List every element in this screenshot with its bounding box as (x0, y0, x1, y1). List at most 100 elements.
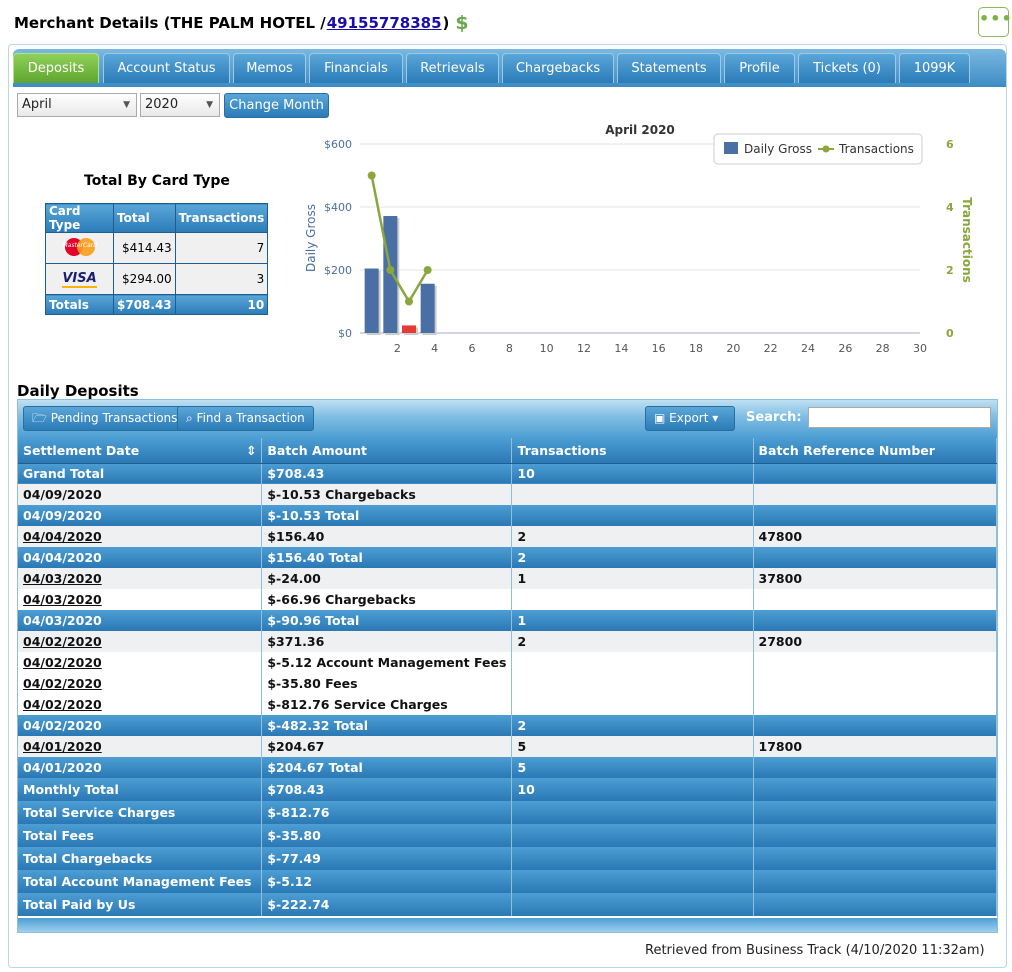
batch-ref-cell (753, 715, 998, 736)
settlement-date-cell[interactable]: 04/02/2020 (18, 631, 263, 652)
search-label: Search: (746, 410, 802, 425)
tab-1099k[interactable]: 1099K (899, 53, 970, 83)
table-row: VISA $294.00 3 (45, 263, 269, 295)
more-options-button[interactable]: ••• (978, 7, 1012, 37)
tab-financials[interactable]: Financials (309, 53, 403, 83)
batch-ref-cell (753, 893, 998, 916)
x-tick-label: 6 (469, 342, 476, 355)
transactions-cell (511, 694, 754, 715)
batch-amount-cell: $-5.12 Account Management Fees (261, 652, 513, 673)
sort-icon[interactable]: ⇕ (245, 442, 257, 458)
totals-label: Totals (45, 294, 114, 315)
y-tick-label: $400 (324, 201, 352, 214)
settlement-date-cell[interactable]: 04/04/2020 (18, 526, 263, 547)
page-title: Merchant Details (THE PALM HOTEL / 49155… (14, 12, 469, 34)
year-select[interactable]: 2020 ▼ (140, 93, 220, 117)
tab-chargebacks[interactable]: Chargebacks (502, 53, 614, 83)
transactions-line (370, 175, 429, 304)
settlement-date-cell[interactable]: 04/03/2020 (18, 589, 263, 610)
x-tick-label: 28 (876, 342, 890, 355)
settlement-date-cell: 04/09/2020 (18, 484, 263, 505)
batch-ref-cell (753, 610, 998, 631)
legend-daily-gross: Daily Gross (744, 142, 812, 156)
search-input[interactable] (808, 407, 991, 428)
table-row: Total Service Charges $-812.76 (18, 801, 998, 824)
tab-deposits[interactable]: Deposits (13, 53, 99, 83)
change-month-button[interactable]: Change Month (224, 93, 329, 118)
settlement-date-cell[interactable]: 04/02/2020 (18, 694, 263, 715)
settlement-date-cell[interactable]: 04/02/2020 (18, 673, 263, 694)
settlement-date-cell[interactable]: 04/02/2020 (18, 652, 263, 673)
batch-amount-cell: $-90.96 Total (261, 610, 513, 631)
retrieved-timestamp: Retrieved from Business Track (4/10/2020… (645, 943, 985, 958)
transactions-cell (511, 824, 754, 847)
col-batch-reference[interactable]: Batch Reference Number (753, 438, 998, 464)
table-row: 04/04/2020 $156.40 2 47800 (18, 526, 998, 547)
month-select[interactable]: April ▼ (17, 93, 137, 117)
merchant-id-link[interactable]: 49155778385 (326, 14, 442, 32)
search-icon: ⌕ (186, 411, 197, 425)
tab-tickets-0[interactable]: Tickets (0) (798, 53, 896, 83)
x-tick-label: 24 (801, 342, 815, 355)
transactions-cell: 2 (511, 526, 754, 547)
table-row: 04/01/2020 $204.67 Total 5 (18, 757, 998, 778)
table-row: 04/02/2020 $-5.12 Account Management Fees (18, 652, 998, 673)
tab-retrievals[interactable]: Retrievals (406, 53, 499, 83)
x-tick-label: 18 (689, 342, 703, 355)
chevron-down-icon: ▼ (123, 100, 130, 110)
settlement-date-cell: Monthly Total (18, 778, 263, 801)
find-transaction-button[interactable]: ⌕ Find a Transaction (177, 406, 314, 431)
tab-memos[interactable]: Memos (233, 53, 306, 83)
table-row: 04/01/2020 $204.67 5 17800 (18, 736, 998, 757)
col-transactions[interactable]: Transactions (511, 438, 754, 464)
settlement-date-cell[interactable]: 04/01/2020 (18, 736, 263, 757)
table-row: MasterCard $414.43 7 (45, 232, 269, 264)
col-card-type: Card Type (45, 203, 114, 233)
transactions-cell (511, 893, 754, 916)
save-icon: ▣ (654, 411, 670, 425)
settlement-date-cell: 04/03/2020 (18, 610, 263, 631)
x-tick-label: 2 (394, 342, 401, 355)
table-row: Total Chargebacks $-77.49 (18, 847, 998, 870)
table-row: Total Account Management Fees $-5.12 (18, 870, 998, 893)
mc-total: $414.43 (113, 232, 176, 264)
bar (383, 216, 398, 333)
pending-transactions-button[interactable]: 🗁 Pending Transactions (23, 406, 187, 431)
transactions-cell: 2 (511, 631, 754, 652)
export-button[interactable]: ▣ Export ▾ (645, 406, 735, 431)
table-row: 04/03/2020 $-90.96 Total 1 (18, 610, 998, 631)
batch-ref-cell: 47800 (753, 526, 998, 547)
batch-amount-cell: $-66.96 Chargebacks (261, 589, 513, 610)
tab-account-status[interactable]: Account Status (103, 53, 230, 83)
daily-deposits-grid: 🗁 Pending Transactions ⌕ Find a Transact… (17, 399, 998, 933)
batch-amount-cell: $-812.76 (261, 801, 513, 824)
x-tick-label: 30 (913, 342, 927, 355)
visa-icon: VISA (45, 263, 114, 295)
batch-amount-cell: $156.40 (261, 526, 513, 547)
tab-statements[interactable]: Statements (617, 53, 721, 83)
settlement-date-cell: 04/01/2020 (18, 757, 263, 778)
line-point (405, 297, 413, 306)
batch-amount-cell: $-35.80 Fees (261, 673, 513, 694)
col-batch-amount[interactable]: Batch Amount (261, 438, 513, 464)
chevron-down-icon: ▾ (708, 411, 719, 425)
batch-amount-cell: $-10.53 Total (261, 505, 513, 526)
transactions-cell: 10 (511, 463, 754, 484)
grid-toolbar: 🗁 Pending Transactions ⌕ Find a Transact… (18, 400, 997, 438)
chevron-down-icon: ▼ (206, 100, 213, 110)
batch-ref-cell (753, 484, 998, 505)
table-row: 04/03/2020 $-24.00 1 37800 (18, 568, 998, 589)
line-point (386, 266, 395, 274)
tab-profile[interactable]: Profile (724, 53, 795, 83)
settlement-date-cell[interactable]: 04/03/2020 (18, 568, 263, 589)
totals-row: Totals $708.43 10 (45, 294, 269, 315)
table-row: Total Paid by Us $-222.74 (18, 893, 998, 916)
transactions-cell (511, 652, 754, 673)
transactions-cell (511, 847, 754, 870)
transactions-cell (511, 589, 754, 610)
transactions-cell: 1 (511, 568, 754, 589)
transactions-cell (511, 801, 754, 824)
col-settlement-date[interactable]: Settlement Date ⇕ (18, 438, 263, 464)
table-row: 04/09/2020 $-10.53 Chargebacks (18, 484, 998, 505)
settlement-date-cell: Total Paid by Us (18, 893, 263, 916)
